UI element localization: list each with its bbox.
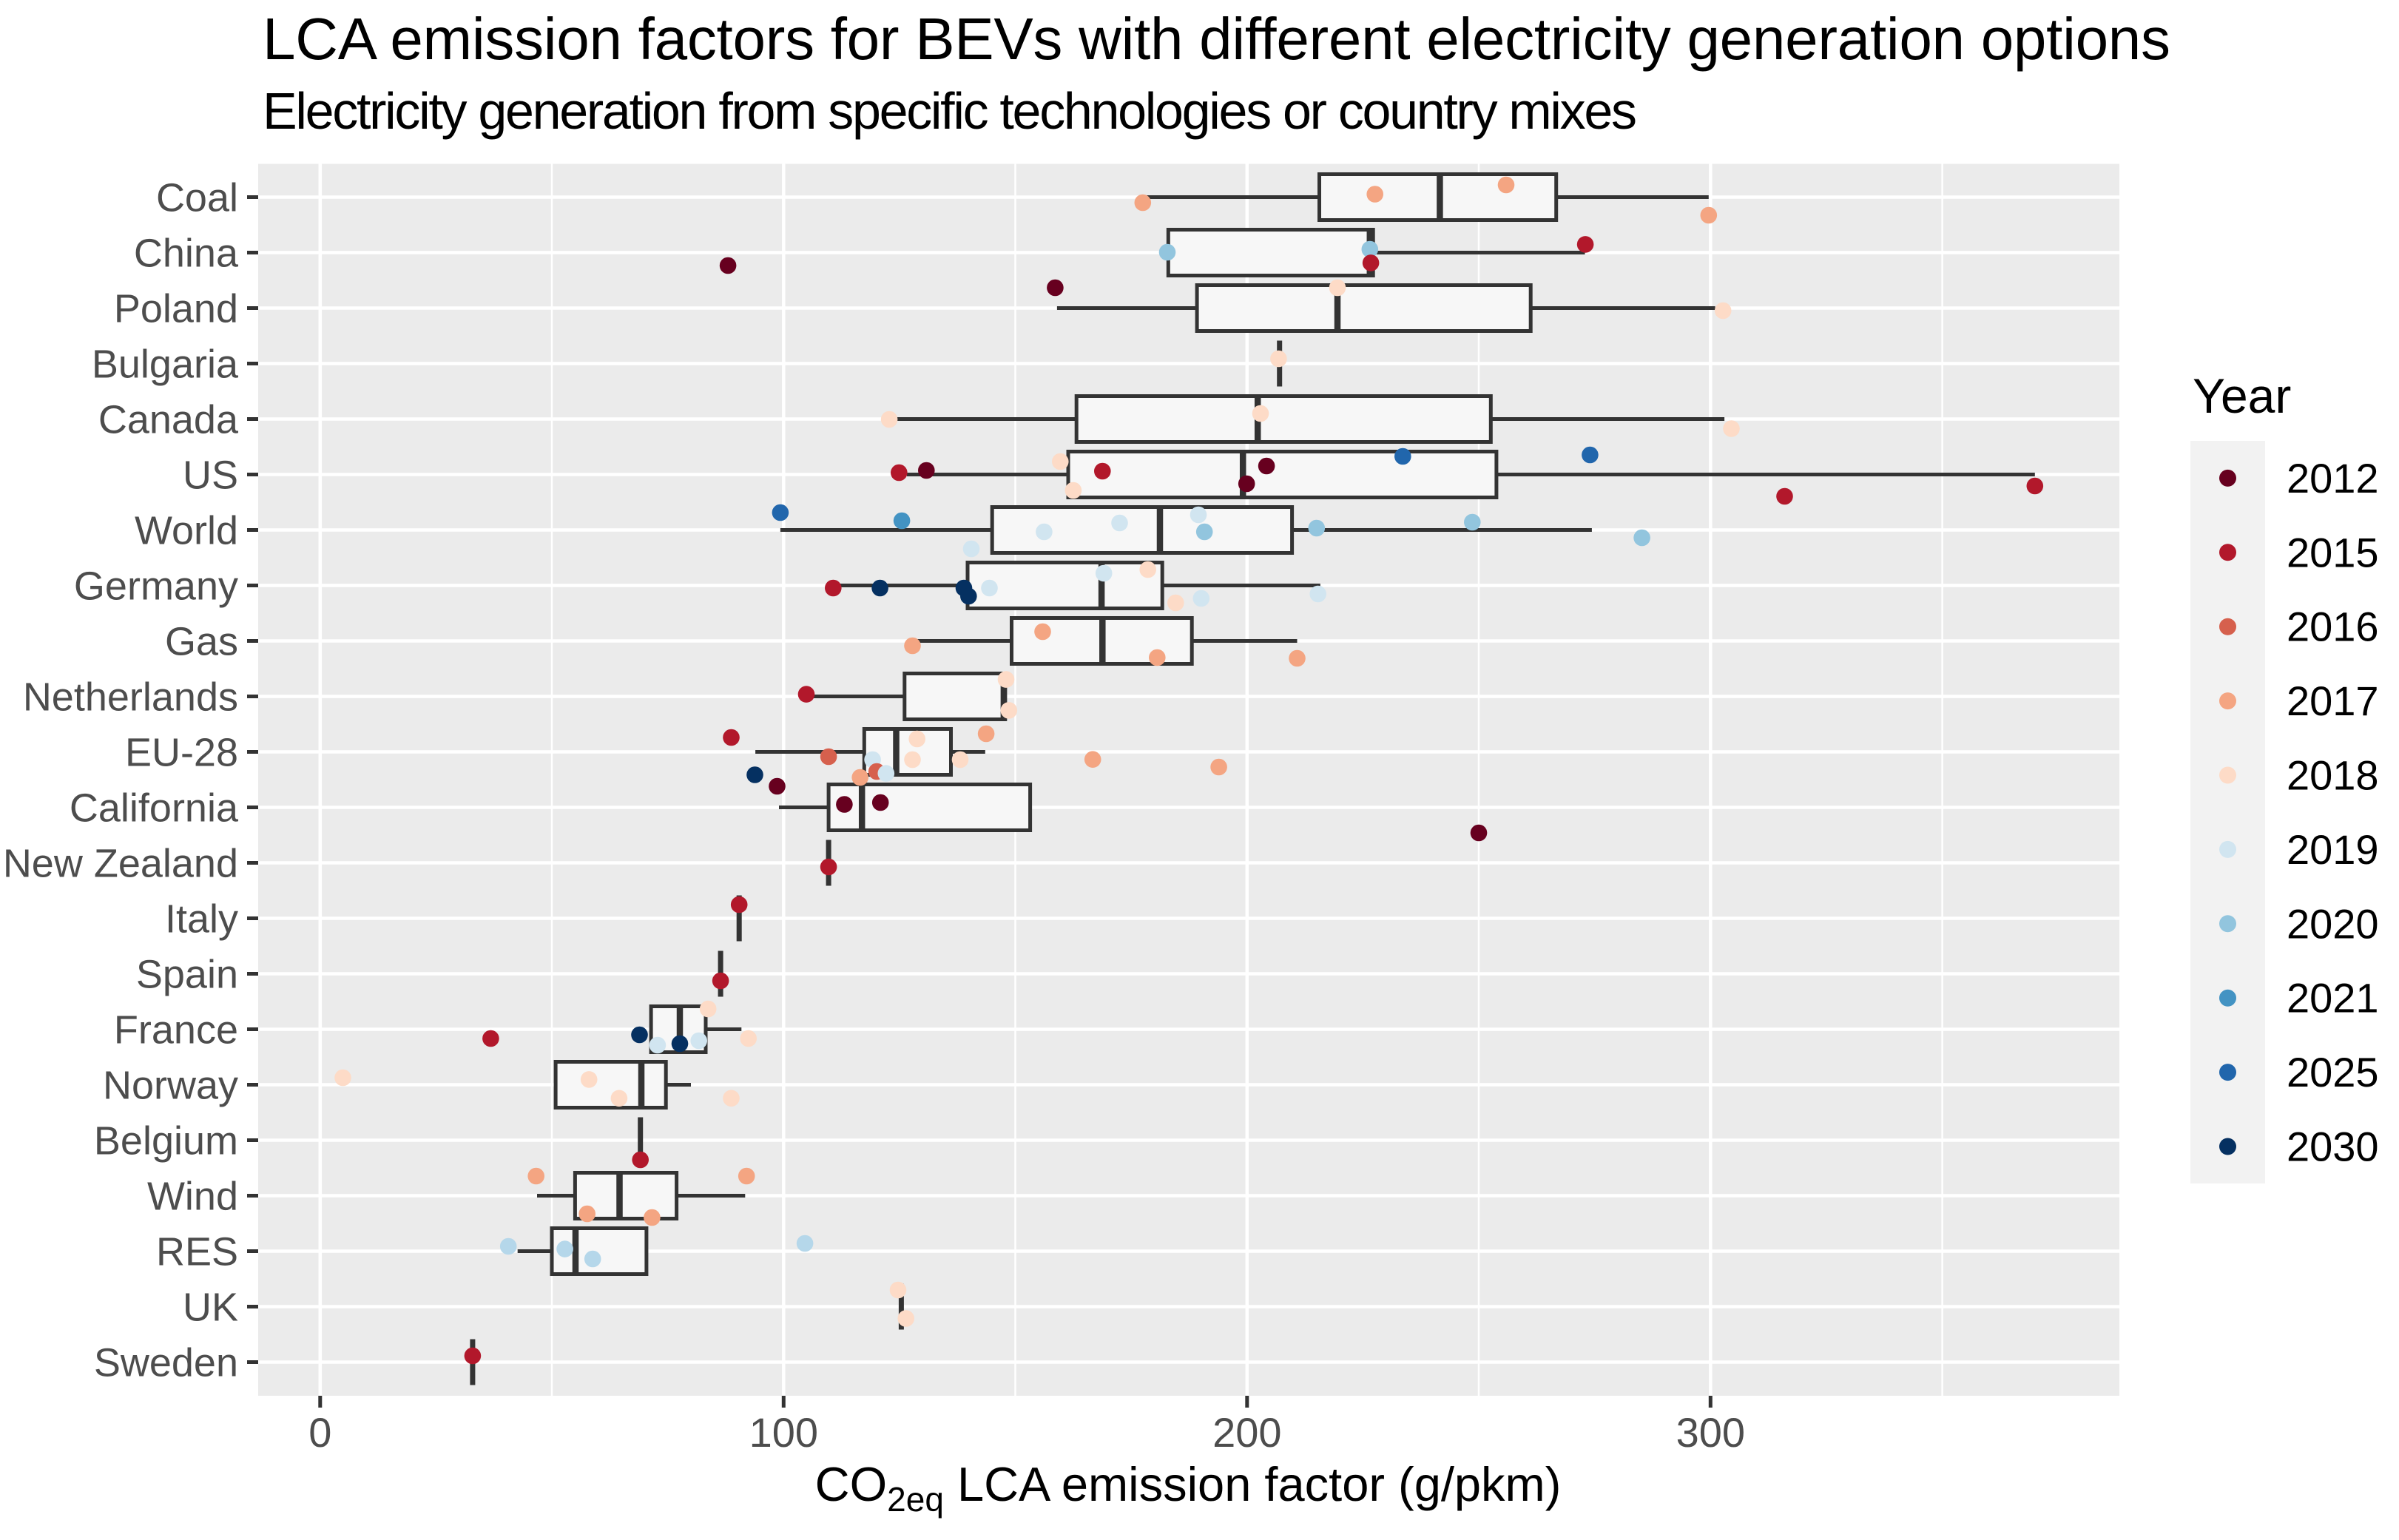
svg-text:100: 100 bbox=[749, 1409, 818, 1456]
svg-text:France: France bbox=[114, 1008, 238, 1053]
svg-text:Coal: Coal bbox=[156, 176, 238, 220]
svg-text:China: China bbox=[134, 232, 239, 276]
svg-text:RES: RES bbox=[156, 1230, 238, 1274]
svg-text:Bulgaria: Bulgaria bbox=[92, 342, 239, 387]
svg-text:World: World bbox=[135, 509, 238, 553]
svg-text:US: US bbox=[183, 453, 238, 498]
svg-text:2020: 2020 bbox=[2287, 900, 2379, 947]
svg-text:Wind: Wind bbox=[147, 1175, 238, 1219]
svg-text:California: California bbox=[70, 786, 239, 831]
svg-text:Norway: Norway bbox=[103, 1064, 238, 1108]
svg-text:300: 300 bbox=[1676, 1409, 1745, 1456]
svg-text:0: 0 bbox=[308, 1409, 331, 1456]
svg-text:200: 200 bbox=[1212, 1409, 1281, 1456]
svg-text:2025: 2025 bbox=[2287, 1049, 2379, 1095]
svg-text:Year: Year bbox=[2193, 368, 2291, 423]
svg-text:Germany: Germany bbox=[74, 564, 238, 609]
svg-text:2017: 2017 bbox=[2287, 678, 2379, 724]
svg-text:2019: 2019 bbox=[2287, 826, 2379, 873]
svg-text:Italy: Italy bbox=[165, 897, 238, 942]
svg-text:2030: 2030 bbox=[2287, 1124, 2379, 1170]
svg-text:2016: 2016 bbox=[2287, 604, 2379, 650]
svg-text:New Zealand: New Zealand bbox=[3, 842, 238, 886]
svg-text:2018: 2018 bbox=[2287, 752, 2379, 799]
svg-text:LCA emission factors for BEVs: LCA emission factors for BEVs with diffe… bbox=[263, 6, 2170, 72]
svg-text:Belgium: Belgium bbox=[94, 1119, 238, 1164]
svg-text:EU-28: EU-28 bbox=[125, 731, 238, 775]
svg-text:Canada: Canada bbox=[98, 398, 239, 442]
svg-text:Spain: Spain bbox=[136, 953, 238, 997]
svg-text:Netherlands: Netherlands bbox=[23, 675, 238, 720]
svg-text:Gas: Gas bbox=[165, 620, 238, 664]
svg-text:2015: 2015 bbox=[2287, 529, 2379, 575]
svg-text:Electricity generation from sp: Electricity generation from specific tec… bbox=[263, 82, 1637, 140]
svg-text:2021: 2021 bbox=[2287, 975, 2379, 1021]
svg-text:CO2eq LCA emission factor (g/p: CO2eq LCA emission factor (g/pkm) bbox=[815, 1457, 1562, 1519]
svg-text:Sweden: Sweden bbox=[94, 1341, 238, 1385]
svg-text:UK: UK bbox=[183, 1286, 238, 1330]
svg-text:Poland: Poland bbox=[114, 287, 238, 331]
svg-text:2012: 2012 bbox=[2287, 455, 2379, 501]
